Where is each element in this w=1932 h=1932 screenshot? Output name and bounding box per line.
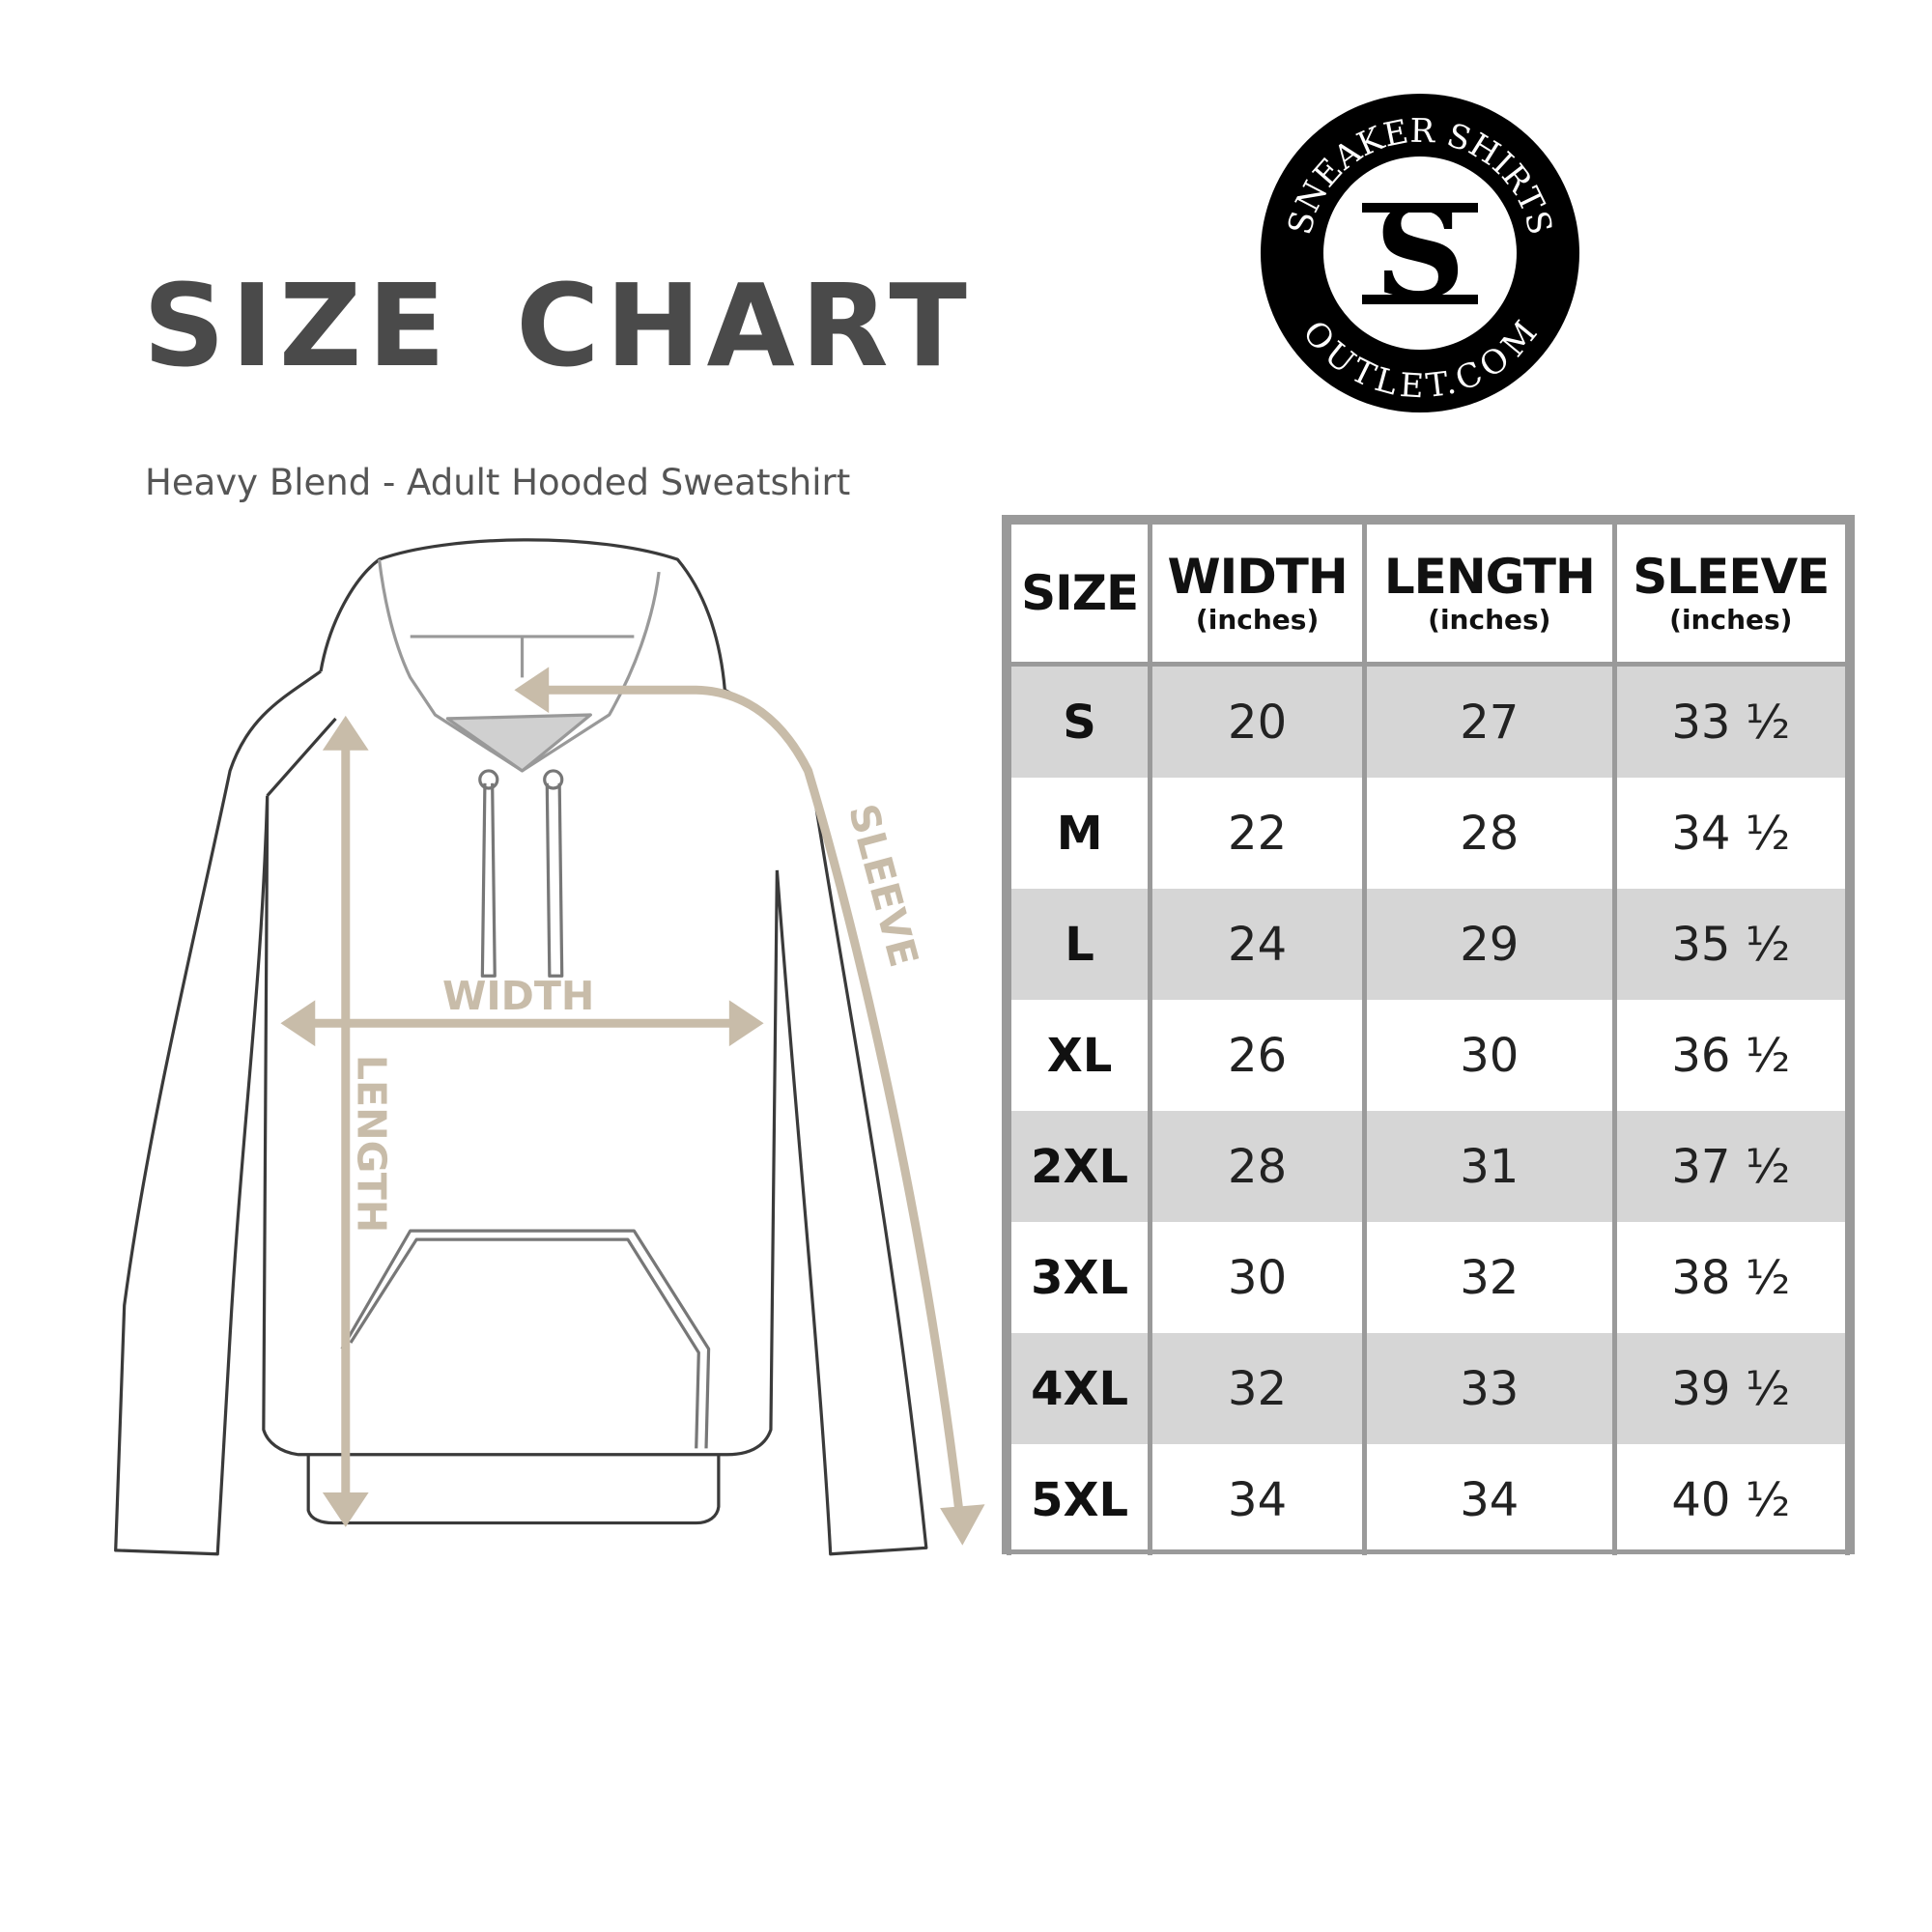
width-label: WIDTH [442,973,594,1019]
cell-width: 34 [1148,1444,1367,1555]
cell-size: XL [1006,1000,1153,1111]
table-header-row: SIZE WIDTH (inches) LENGTH (inches) SLEEVE… [1006,520,1851,667]
table-row: XL 26 30 36 ½ [1006,1000,1851,1111]
header-width: WIDTH (inches) [1148,520,1367,667]
cell-sleeve: 33 ½ [1611,664,1851,778]
cell-length: 32 [1361,1222,1617,1333]
cell-width: 22 [1148,778,1367,889]
cell-size: S [1006,664,1153,778]
hoodie-hood [319,538,726,691]
cell-sleeve: 38 ½ [1611,1222,1851,1333]
size-table: SIZE WIDTH (inches) LENGTH (inches) SLEEVE… [1002,515,1855,1555]
cell-width: 28 [1148,1111,1367,1222]
cell-size: 2XL [1006,1111,1153,1222]
cell-length: 27 [1361,664,1617,778]
cell-size: M [1006,778,1153,889]
cell-size: 4XL [1006,1333,1153,1444]
cell-size: 3XL [1006,1222,1153,1333]
cell-size: 5XL [1006,1444,1153,1555]
cell-length: 31 [1361,1111,1617,1222]
cell-width: 24 [1148,889,1367,1000]
hoodie-body [114,669,928,1556]
cell-length: 34 [1361,1444,1617,1555]
hoodie-waistband [306,1454,721,1525]
cell-sleeve: 40 ½ [1611,1444,1851,1555]
length-label: LENGTH [349,1055,395,1233]
cell-length: 33 [1361,1333,1617,1444]
hoodie-neck-lining [445,713,592,773]
cell-sleeve: 35 ½ [1611,889,1851,1000]
page-title: SIZE CHART [143,259,973,392]
cell-width: 20 [1148,664,1367,778]
cell-length: 28 [1361,778,1617,889]
cell-length: 30 [1361,1000,1617,1111]
header-size: SIZE [1006,520,1153,667]
cell-sleeve: 39 ½ [1611,1333,1851,1444]
table-row: 4XL 32 33 39 ½ [1006,1333,1851,1444]
table-row: S 20 27 33 ½ [1006,664,1851,778]
header-sleeve: SLEEVE (inches) [1611,520,1851,667]
cell-length: 29 [1361,889,1617,1000]
product-subtitle: Heavy Blend - Adult Hooded Sweatshirt [145,462,851,503]
hoodie-pocket [340,1229,711,1449]
table-row: L 24 29 35 ½ [1006,889,1851,1000]
cell-sleeve: 34 ½ [1611,778,1851,889]
table-row: 2XL 28 31 37 ½ [1006,1111,1851,1222]
cell-width: 30 [1148,1222,1367,1333]
cell-width: 32 [1148,1333,1367,1444]
table-row: M 22 28 34 ½ [1006,778,1851,889]
drawstrings [480,782,564,978]
cell-width: 26 [1148,1000,1367,1111]
table-row: 5XL 34 34 40 ½ [1006,1444,1851,1555]
brand-logo: SNEAKER SHIRTS OUTLET.COM S [1261,94,1579,412]
sleeve-arrow [532,685,965,1521]
header-length: LENGTH (inches) [1361,520,1617,667]
cell-size: L [1006,889,1153,1000]
cell-sleeve: 37 ½ [1611,1111,1851,1222]
cell-sleeve: 36 ½ [1611,1000,1851,1111]
table-row: 3XL 30 32 38 ½ [1006,1222,1851,1333]
